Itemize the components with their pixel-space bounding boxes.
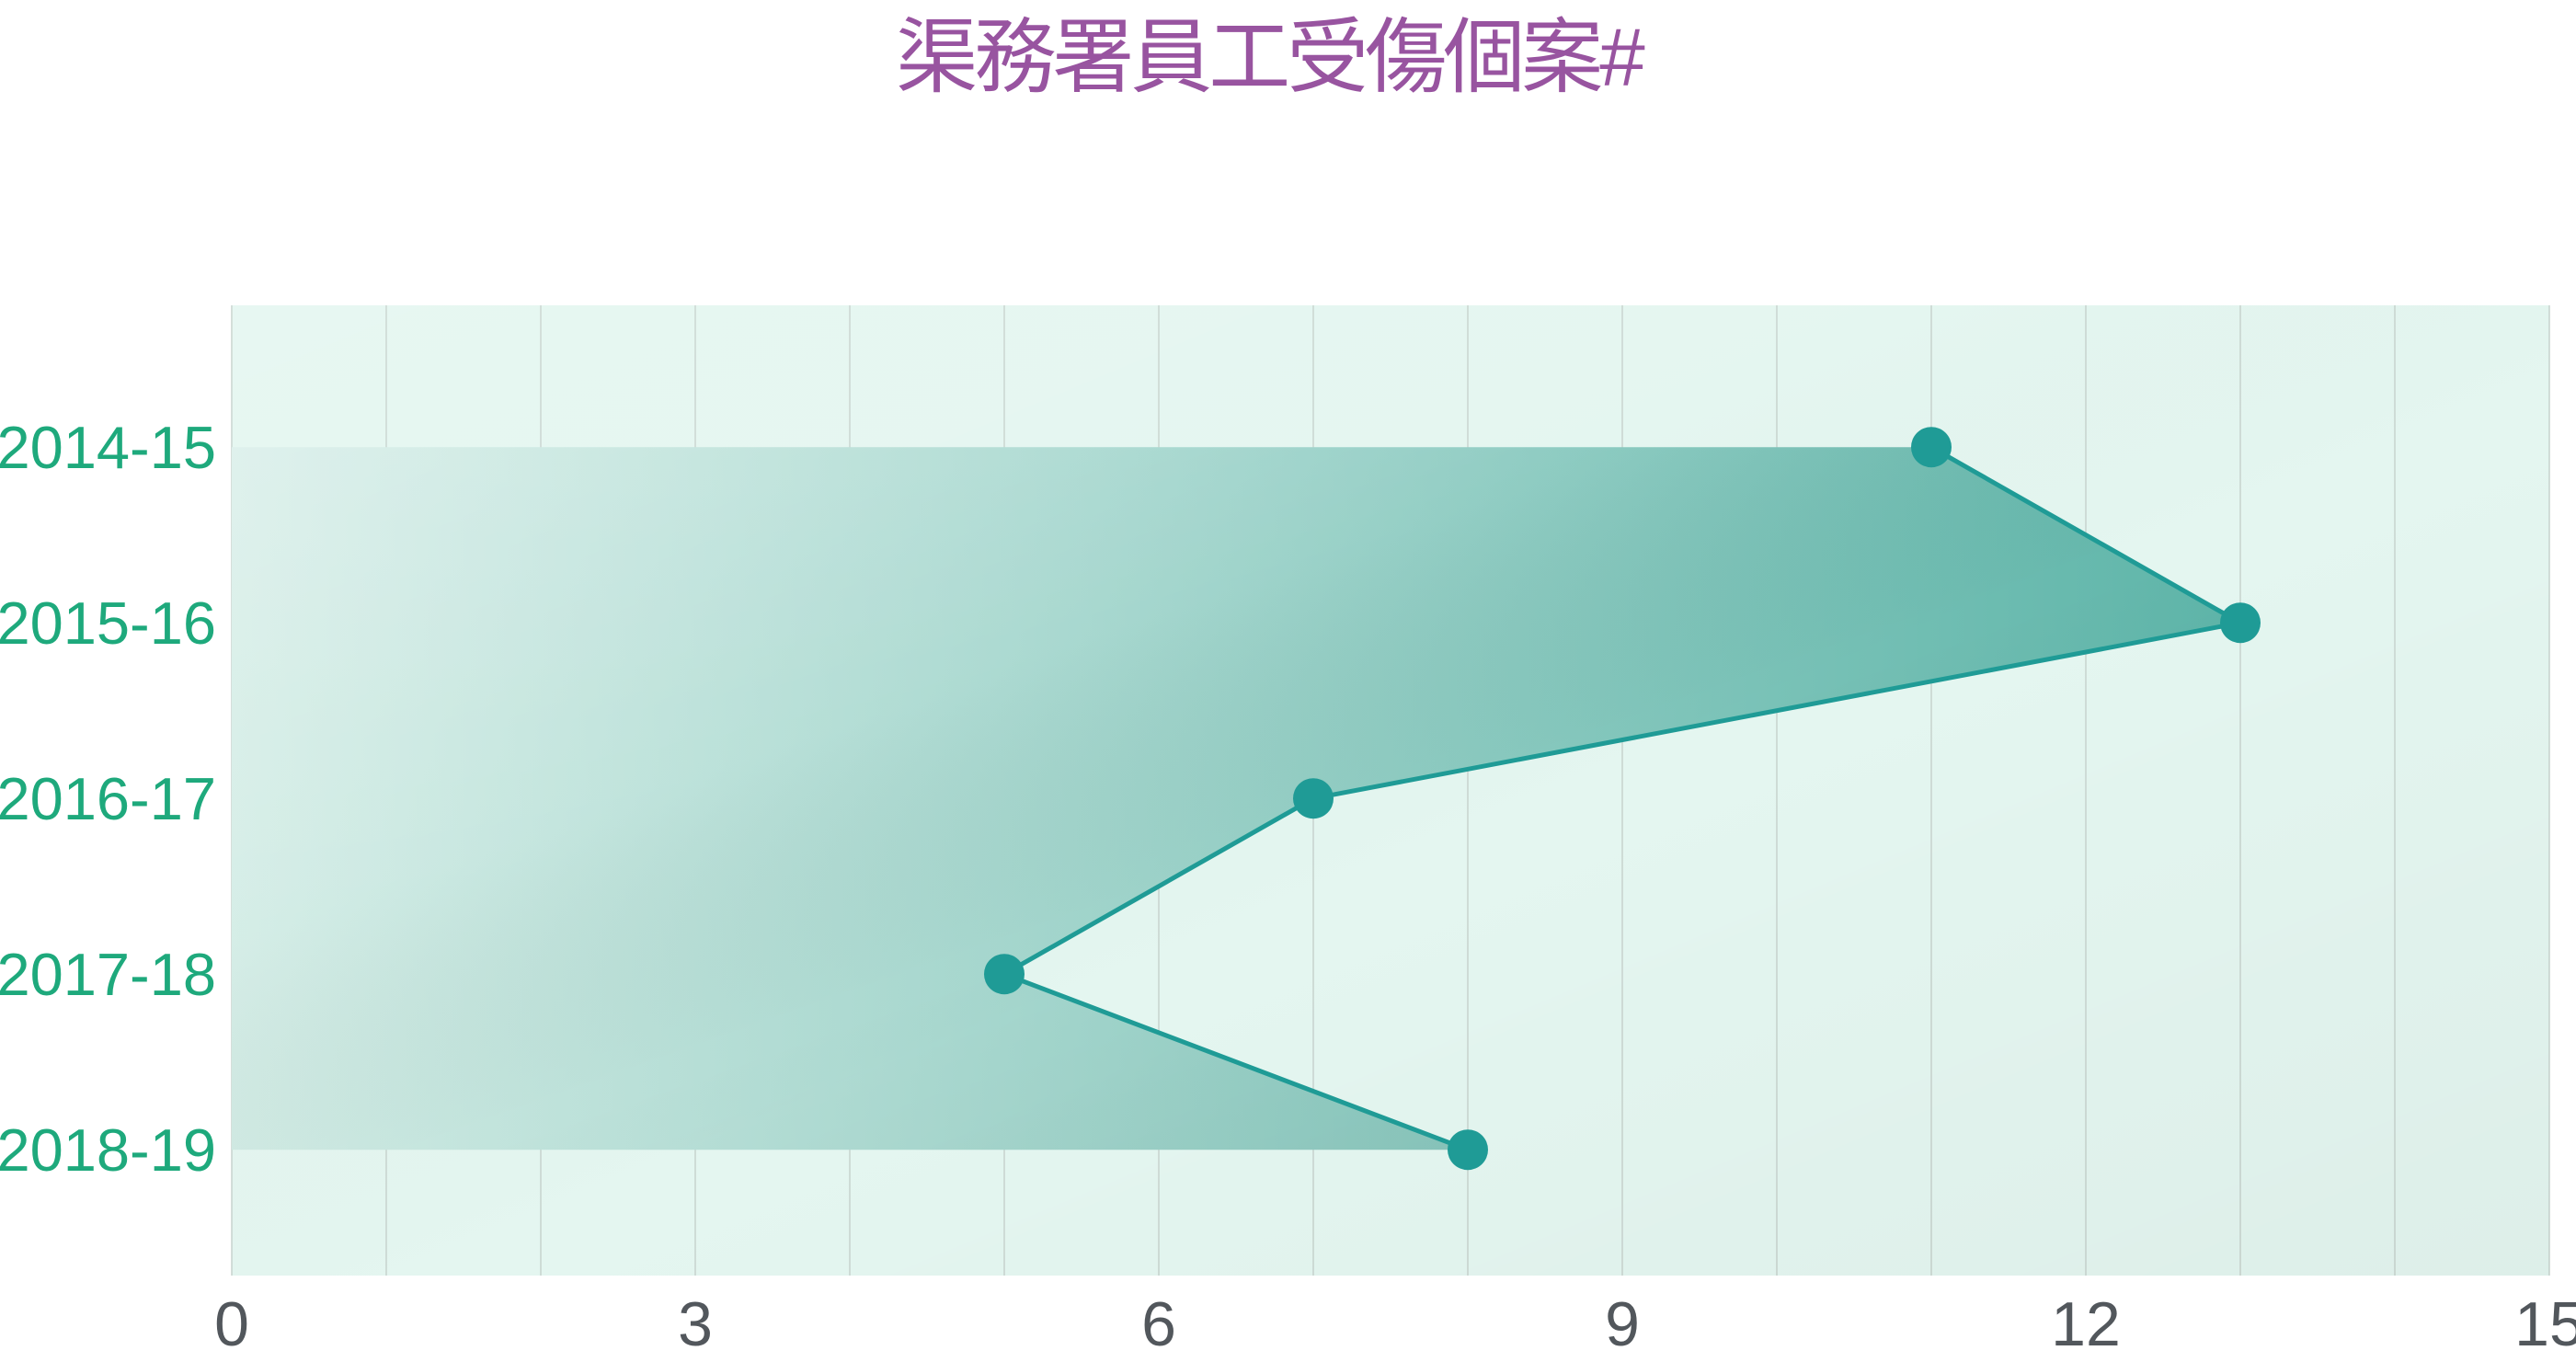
svg-text:2018-19: 2018-19 (0, 1116, 216, 1184)
svg-text:15: 15 (2514, 1289, 2576, 1359)
svg-text:2017-18: 2017-18 (0, 941, 216, 1008)
svg-text:12: 12 (2051, 1289, 2121, 1359)
svg-text:2016-17: 2016-17 (0, 765, 216, 832)
svg-text:9: 9 (1605, 1289, 1640, 1359)
svg-text:6: 6 (1141, 1289, 1176, 1359)
svg-text:0: 0 (214, 1289, 249, 1359)
svg-text:2014-15: 2014-15 (0, 414, 216, 481)
svg-text:3: 3 (678, 1289, 713, 1359)
svg-text:2015-16: 2015-16 (0, 589, 216, 657)
